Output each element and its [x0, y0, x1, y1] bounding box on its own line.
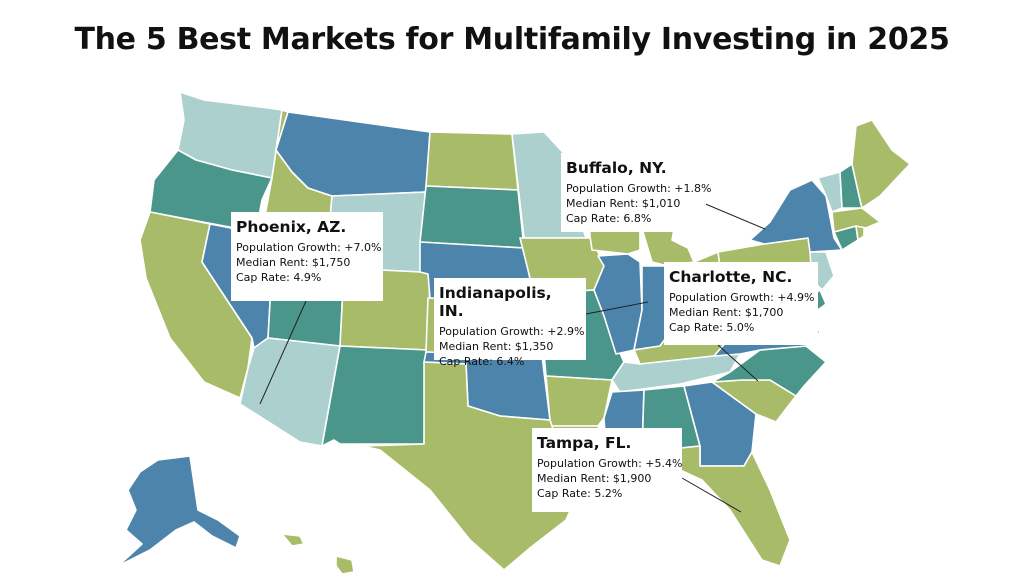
cap-rate: Cap Rate: 6.8%	[566, 212, 652, 225]
population-growth: Population Growth: +7.0%	[236, 241, 382, 254]
leader-indianapolis	[585, 301, 649, 315]
state-texas	[361, 361, 591, 571]
state-florida	[661, 445, 791, 567]
state-hawaii-big-island	[335, 555, 355, 575]
median-rent: Median Rent: $1,010	[566, 197, 681, 210]
callout-charlotte: Charlotte, NC. Population Growth: +4.9% …	[664, 262, 818, 345]
leader-tampa	[681, 477, 742, 513]
state-oregon	[149, 149, 273, 233]
median-rent: Median Rent: $1,900	[537, 472, 652, 485]
market-city: Tampa, FL.	[537, 434, 632, 452]
market-city: Charlotte, NC.	[669, 268, 793, 286]
leader-buffalo	[695, 199, 766, 230]
market-city: Buffalo, NY.	[566, 159, 667, 177]
market-city: Indianapolis, IN.	[439, 284, 552, 320]
callout-phoenix: Phoenix, AZ. Population Growth: +7.0% Me…	[231, 212, 383, 301]
state-vermont	[817, 171, 843, 213]
leader-phoenix	[259, 300, 307, 405]
callout-tampa: Tampa, FL. Population Growth: +5.4% Medi…	[532, 428, 682, 512]
state-south-dakota	[419, 185, 525, 249]
cap-rate: Cap Rate: 4.9%	[236, 271, 322, 284]
median-rent: Median Rent: $1,350	[439, 340, 554, 353]
page-title: The 5 Best Markets for Multifamily Inves…	[74, 22, 950, 57]
state-north-dakota	[425, 131, 519, 191]
median-rent: Median Rent: $1,750	[236, 256, 351, 269]
callout-buffalo: Buffalo, NY. Population Growth: +1.8% Me…	[561, 153, 712, 232]
state-arizona	[239, 337, 341, 447]
cap-rate: Cap Rate: 6.4%	[439, 355, 525, 368]
cap-rate: Cap Rate: 5.2%	[537, 487, 623, 500]
state-illinois	[593, 253, 643, 355]
state-alaska	[117, 455, 241, 567]
population-growth: Population Growth: +1.8%	[566, 182, 712, 195]
state-arkansas	[545, 375, 613, 427]
population-growth: Population Growth: +2.9%	[439, 325, 585, 338]
state-hawaii	[281, 533, 305, 547]
state-maine	[851, 119, 911, 209]
market-city: Phoenix, AZ.	[236, 218, 347, 236]
leader-charlotte	[717, 344, 759, 382]
median-rent: Median Rent: $1,700	[669, 306, 784, 319]
state-new-mexico	[321, 345, 429, 447]
population-growth: Population Growth: +5.4%	[537, 457, 683, 470]
cap-rate: Cap Rate: 5.0%	[669, 321, 755, 334]
population-growth: Population Growth: +4.9%	[669, 291, 815, 304]
callout-indianapolis: Indianapolis, IN. Population Growth: +2.…	[434, 278, 586, 368]
